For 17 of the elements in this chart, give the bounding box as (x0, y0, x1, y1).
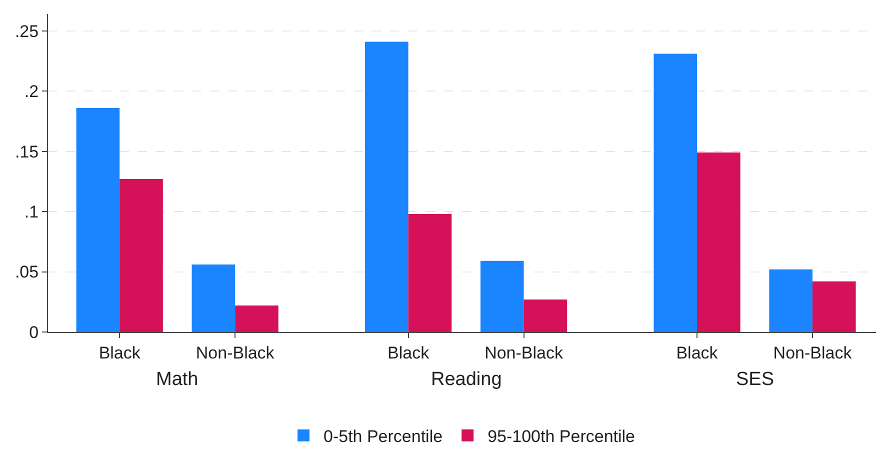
x-tick-label: Black (676, 343, 718, 362)
legend-label: 0-5th Percentile (324, 427, 443, 446)
x-tick-label: Non-Black (196, 343, 275, 362)
text: SES (736, 369, 774, 390)
legend-label: 95-100th Percentile (488, 427, 636, 446)
text: Math (156, 369, 198, 390)
y-tick-label: .2 (24, 82, 39, 102)
y-tick-label: .15 (14, 142, 39, 162)
y-tick-label: .25 (14, 22, 39, 41)
x-tick-label: Non-Black (773, 343, 852, 362)
text: Reading (431, 369, 502, 390)
y-tick-label: .05 (14, 262, 39, 282)
x-tick-label: Non-Black (484, 343, 564, 362)
x-tick-label: Black (388, 343, 430, 362)
x-tick-label: Black (98, 343, 141, 362)
y-tick-label: 0 (29, 322, 39, 342)
y-tick-label: .1 (24, 202, 39, 222)
